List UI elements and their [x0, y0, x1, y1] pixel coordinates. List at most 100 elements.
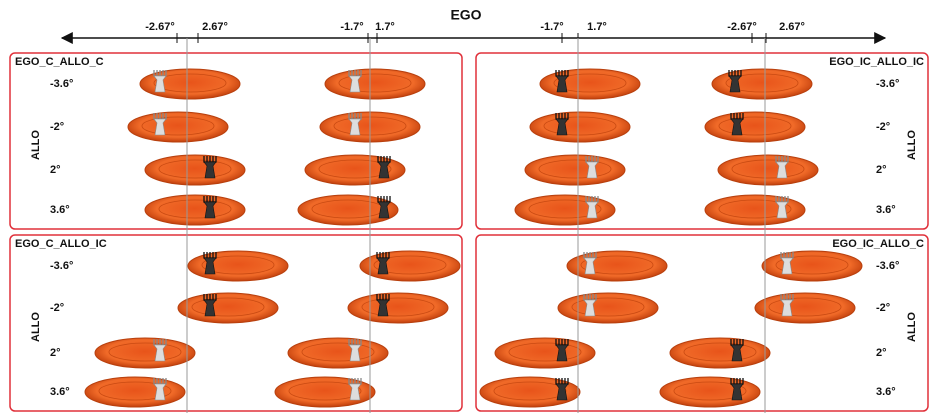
- plate: [704, 111, 806, 143]
- plate: [347, 292, 449, 324]
- plate: [94, 337, 196, 369]
- fork-handle: [153, 344, 167, 362]
- plate: [144, 194, 246, 226]
- fork-handle: [153, 118, 167, 136]
- plate: [324, 68, 426, 100]
- plate-well: [288, 381, 362, 401]
- allo-label: ALLO: [906, 312, 918, 342]
- tick-label: -1.7°: [540, 21, 563, 33]
- tick-label: 2.67°: [202, 21, 228, 33]
- plate-well: [108, 342, 182, 362]
- plate-rim: [324, 68, 426, 100]
- row-label: -3.6°: [876, 260, 899, 272]
- plate-rim: [704, 111, 806, 143]
- fork-handle: [377, 201, 391, 219]
- plate: [274, 376, 376, 408]
- plate-rim: [347, 292, 449, 324]
- fork-handle: [203, 161, 217, 179]
- plate-rim: [754, 292, 856, 324]
- row-label: 2°: [876, 347, 887, 359]
- plate: [524, 154, 626, 186]
- plate-rim: [557, 292, 659, 324]
- fork-handle: [376, 257, 390, 275]
- row-label: -2°: [876, 302, 890, 314]
- plate-well: [158, 199, 232, 219]
- plate: [297, 194, 399, 226]
- plate-well: [528, 199, 602, 219]
- fork-handle: [348, 118, 362, 136]
- plate-rim: [761, 250, 863, 282]
- plate-well: [725, 73, 799, 93]
- fork-handle: [583, 299, 597, 317]
- plate-rim: [94, 337, 196, 369]
- panels: EGO_C_ALLO_C ALLO -3.6° -2° 2° 3.6° EGO_IC_ALL…: [9, 52, 929, 412]
- plate-well: [508, 342, 582, 362]
- tick-label: -2.67°: [727, 21, 756, 33]
- panel-label: EGO_C_ALLO_IC: [15, 238, 107, 250]
- plate-well: [338, 73, 412, 93]
- plate-well: [191, 297, 265, 317]
- plate-rim: [669, 337, 771, 369]
- plate: [304, 154, 406, 186]
- fork-handle: [348, 383, 362, 401]
- plate: [761, 250, 863, 282]
- plate-rim: [514, 194, 616, 226]
- plate-well: [201, 255, 275, 275]
- fork-handle: [153, 383, 167, 401]
- plate-well: [361, 297, 435, 317]
- fork-handle: [153, 75, 167, 93]
- row-label: 2°: [876, 164, 887, 176]
- fork-handle: [775, 161, 789, 179]
- plate-well: [153, 73, 227, 93]
- allo-label: ALLO: [30, 312, 42, 342]
- plate-rim: [529, 111, 631, 143]
- row-label: -2°: [876, 121, 890, 133]
- row-label: 2°: [50, 347, 61, 359]
- plate-well: [580, 255, 654, 275]
- fork-handle: [555, 383, 569, 401]
- plate-rim: [524, 154, 626, 186]
- plate-rim: [359, 250, 461, 282]
- fork-handle: [780, 257, 794, 275]
- plate: [566, 250, 668, 282]
- row-label: 3.6°: [50, 386, 70, 398]
- plate: [187, 250, 289, 282]
- plate-rim: [177, 292, 279, 324]
- fork-handle: [203, 299, 217, 317]
- row-label: 3.6°: [50, 204, 70, 216]
- fork-handle: [585, 161, 599, 179]
- plate-well: [493, 381, 567, 401]
- plate-rim: [711, 68, 813, 100]
- tick-label: -1.7°: [340, 21, 363, 33]
- plate: [287, 337, 389, 369]
- allo-label: ALLO: [906, 130, 918, 160]
- plate-well: [683, 342, 757, 362]
- plate-well: [768, 297, 842, 317]
- plate-rim: [187, 250, 289, 282]
- fork-handle: [730, 383, 744, 401]
- plate-rim: [566, 250, 668, 282]
- plate-well: [98, 381, 172, 401]
- plate: [704, 194, 806, 226]
- plate-well: [141, 116, 215, 136]
- plate: [557, 292, 659, 324]
- allo-label: ALLO: [30, 130, 42, 160]
- plate-rim: [539, 68, 641, 100]
- plate-rim: [287, 337, 389, 369]
- fork-handle: [555, 75, 569, 93]
- plate: [139, 68, 241, 100]
- plate: [754, 292, 856, 324]
- panel-label: EGO_IC_ALLO_IC: [829, 56, 924, 68]
- plate-well: [673, 381, 747, 401]
- panel-frame: [9, 234, 463, 412]
- plate: [84, 376, 186, 408]
- row-label: -3.6°: [50, 78, 73, 90]
- plate: [659, 376, 761, 408]
- plate: [669, 337, 771, 369]
- plate-well: [718, 199, 792, 219]
- plate-well: [553, 73, 627, 93]
- fork-handle: [585, 201, 599, 219]
- plate-well: [543, 116, 617, 136]
- plate-well: [158, 159, 232, 179]
- row-label: 3.6°: [876, 386, 896, 398]
